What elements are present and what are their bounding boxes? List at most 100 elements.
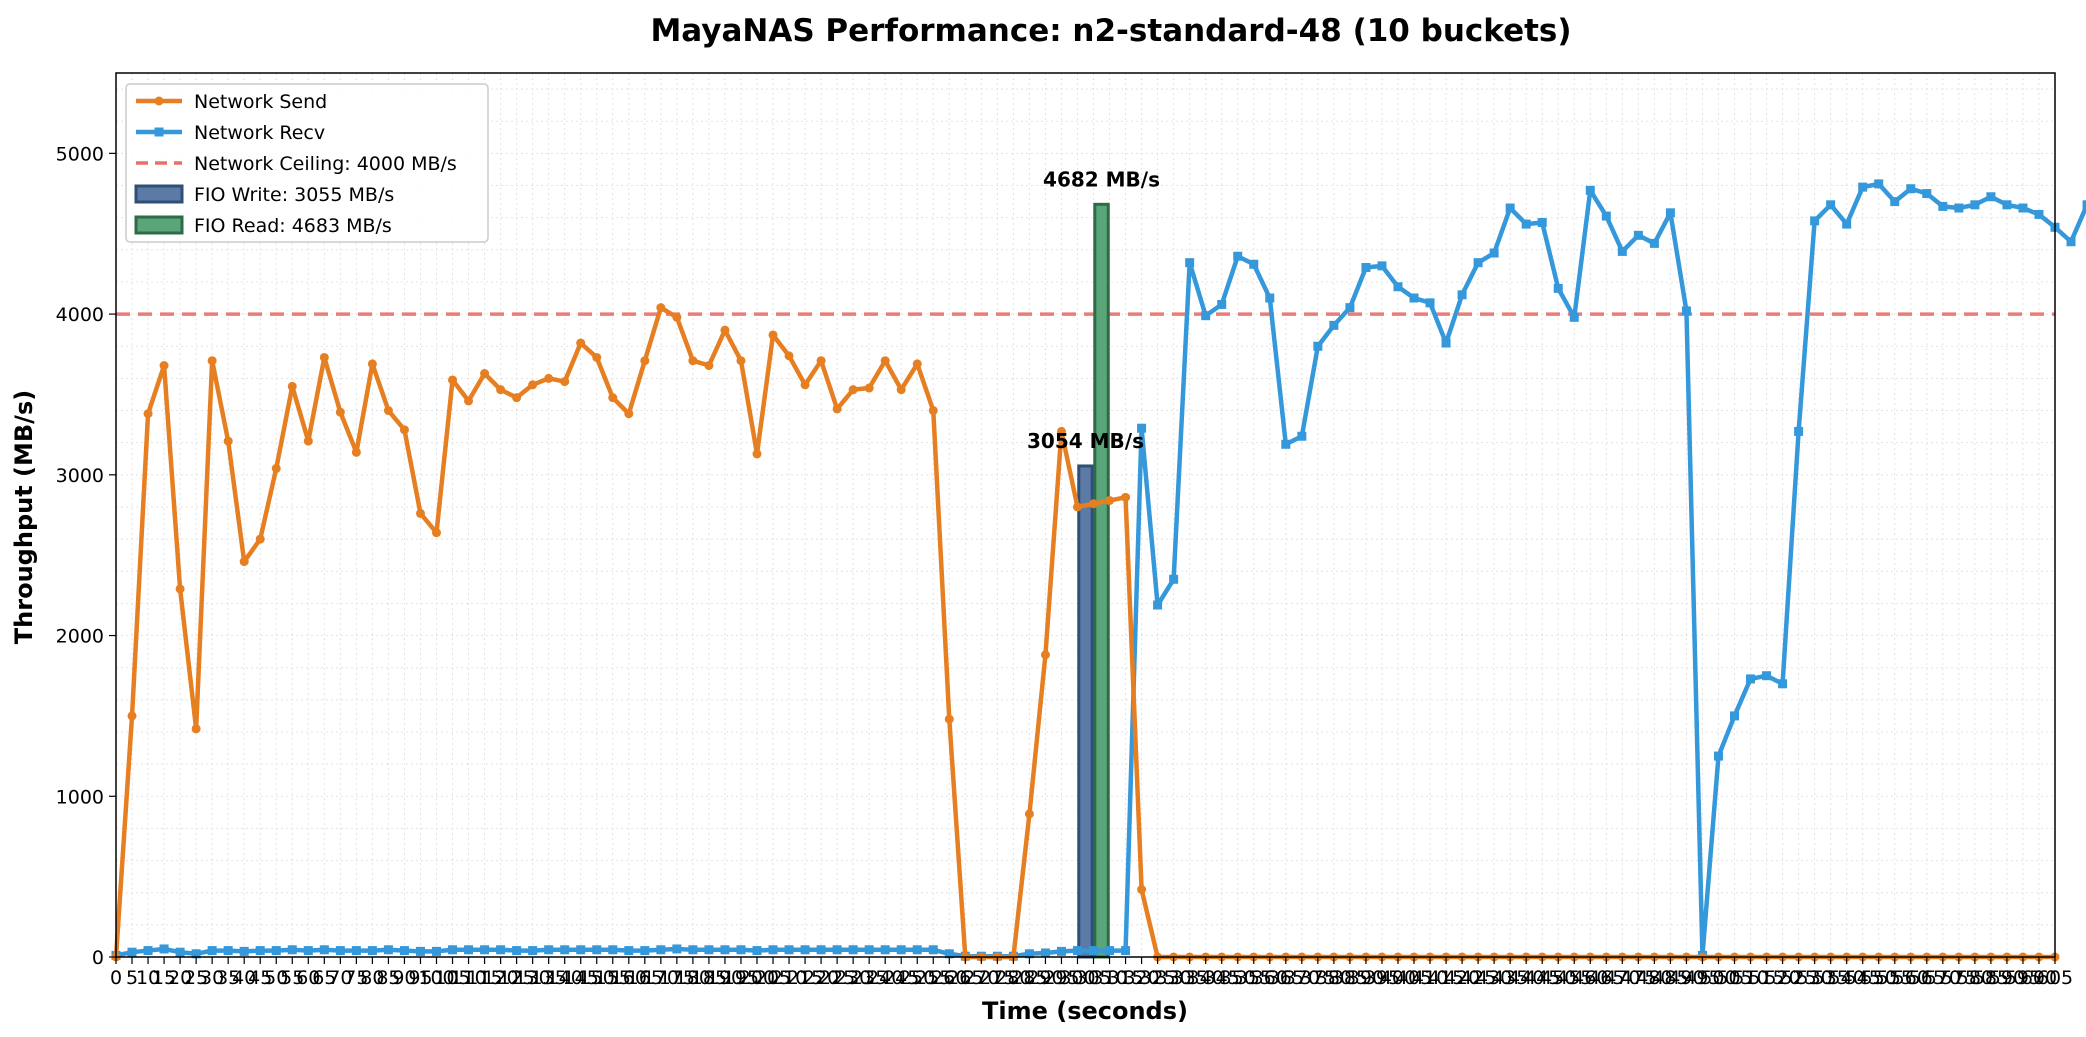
network-recv-point [1521,219,1531,229]
x-tick-label: 230 [835,967,871,989]
network-recv-point [1569,312,1579,322]
network-recv-point [1922,189,1932,199]
x-tick-label: 490 [1668,967,1704,989]
network-send-point [672,312,682,322]
network-send-point [319,352,329,362]
x-tick-label: 280 [995,967,1031,989]
x-tick-label: 360 [1252,967,1288,989]
network-recv-point [2018,203,2028,213]
network-send-point [1040,650,1050,660]
network-send-point [560,377,570,387]
network-recv-point [1489,248,1499,258]
network-recv-point [1201,311,1211,321]
x-tick-label: 175 [659,967,695,989]
x-tick-label: 105 [434,967,470,989]
network-send-point [608,393,618,403]
x-tick-label: 510 [1732,967,1768,989]
network-recv-point [335,946,345,956]
network-recv-point [1713,751,1723,761]
network-recv-point [1169,574,1179,584]
network-send-point [431,528,441,538]
network-send-point [448,375,458,385]
network-recv-point [528,946,538,956]
network-recv-point [415,946,425,956]
network-recv-point [1585,185,1595,195]
y-axis-label: Throughput (MB/s) [10,390,38,644]
network-send-point [528,380,538,390]
x-tick-label: 555 [1877,967,1913,989]
network-send-point [496,385,506,395]
network-recv-point [1938,201,1948,211]
x-tick-label: 415 [1428,967,1464,989]
network-send-point [944,714,954,724]
network-send-point [255,534,265,544]
network-recv-point [207,946,217,956]
network-recv-point [1153,600,1163,610]
x-axis-ticks: 0 510152025303540455055606570758085909510… [110,957,2073,989]
fio-read-annotation: 4682 MB/s [1043,167,1160,191]
network-recv-point [1377,261,1387,271]
network-send-point [576,338,586,348]
y-tick-label: 3000 [56,465,104,487]
x-tick-label: 50 [264,967,288,989]
network-recv-point [1233,251,1243,261]
network-recv-point [1954,203,1964,213]
x-tick-label: 505 [1716,967,1752,989]
x-tick-label: 190 [707,967,743,989]
network-recv-point [367,946,377,956]
network-recv-point [768,945,778,955]
network-recv-point [928,945,938,955]
network-recv-point [1313,341,1323,351]
x-tick-label: 25 [184,967,208,989]
network-send-point [752,449,762,459]
network-recv-point [255,946,265,956]
x-tick-label: 405 [1396,967,1432,989]
network-recv-point [544,945,554,955]
x-tick-label: 295 [1043,967,1079,989]
network-send-point [303,436,313,446]
network-send-point [864,383,874,393]
network-recv-point [1473,258,1483,268]
network-send-point [1072,502,1082,512]
x-tick-label: 500 [1700,967,1736,989]
x-tick-label: 270 [963,967,999,989]
network-recv-point [175,947,185,957]
network-recv-point [287,945,297,955]
network-recv-point [1105,946,1115,956]
legend-label: FIO Read: 4683 MB/s [194,215,392,237]
fio-write-bar [1077,464,1094,959]
network-send-point [159,361,169,371]
network-recv-point [383,945,393,955]
x-tick-label: 515 [1748,967,1784,989]
x-tick-label: 315 [1107,967,1143,989]
network-recv-point [1906,184,1916,194]
x-tick-label: 195 [723,967,759,989]
x-tick-label: 155 [595,967,631,989]
network-send-point [848,385,858,395]
network-recv-point [1409,293,1419,303]
network-recv-point [1746,674,1756,684]
network-recv-point [480,945,490,955]
x-tick-label: 185 [691,967,727,989]
x-tick-label: 560 [1893,967,1929,989]
x-tick-label: 180 [675,967,711,989]
x-tick-label: 520 [1764,967,1800,989]
network-recv-point [1457,290,1467,300]
x-tick-label: 410 [1412,967,1448,989]
x-tick-label: 165 [627,967,663,989]
x-tick-label: 440 [1508,967,1544,989]
network-send-point [1137,884,1147,894]
x-tick-label: 480 [1636,967,1672,989]
network-send-point [415,508,425,518]
x-tick-label: 5 [126,967,138,989]
network-send-point [383,406,393,416]
x-tick-label: 355 [1236,967,1272,989]
x-tick-label: 115 [466,967,502,989]
x-tick-label: 300 [1059,967,1095,989]
y-tick-label: 1000 [56,786,104,808]
network-send-point [832,404,842,414]
x-axis-label: Time (seconds) [982,997,1188,1025]
x-tick-label: 290 [1027,967,1063,989]
x-tick-label: 350 [1220,967,1256,989]
network-recv-point [1665,208,1675,218]
